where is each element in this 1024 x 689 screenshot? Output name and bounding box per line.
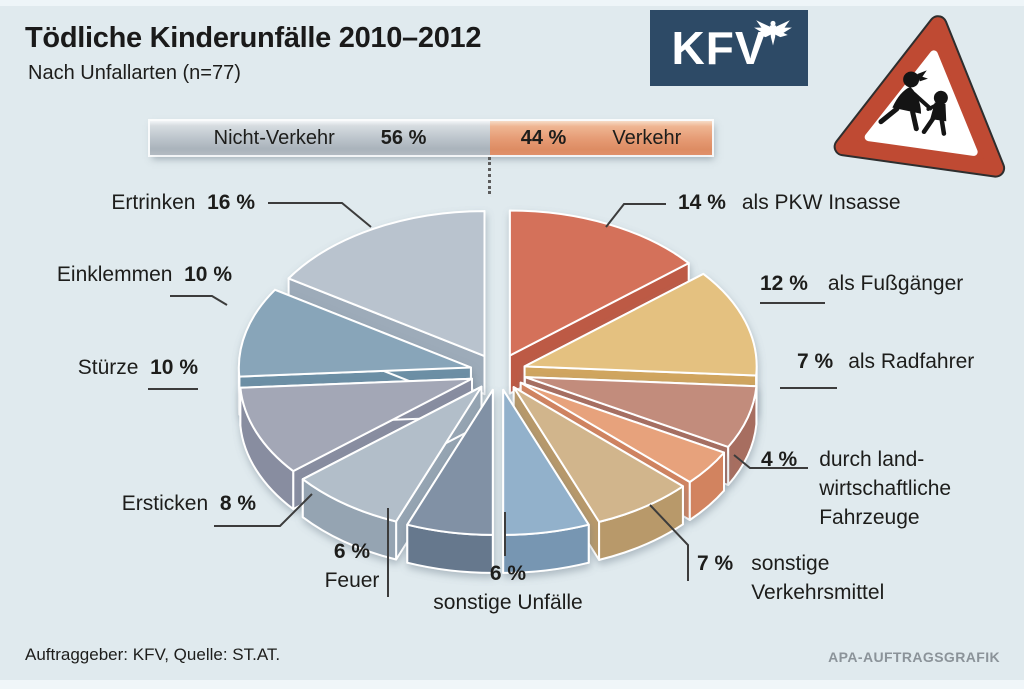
eagle-icon xyxy=(754,20,792,46)
label-ertrinken: Ertrinken 16 % xyxy=(111,191,255,214)
children-silhouette xyxy=(878,70,948,136)
split-bar-right-value: 44 % xyxy=(520,126,567,149)
divider-dotted-line xyxy=(488,157,491,194)
leader-lines xyxy=(148,202,837,597)
footer-source: Auftraggeber: KFV, Quelle: ST.AT. xyxy=(25,645,281,664)
split-bar-right-label: Verkehr xyxy=(612,126,682,149)
split-bar-nicht-verkehr: Nicht-Verkehr 56 % xyxy=(150,121,490,155)
top-edge-strip xyxy=(0,0,1024,6)
label-pkw: 14 % als PKW Insasse xyxy=(678,191,901,214)
children-crossing-sign xyxy=(833,15,1006,178)
bottom-edge-strip xyxy=(0,680,1024,689)
traffic-split-bar: Nicht-Verkehr 56 % 44 % Verkehr xyxy=(150,121,712,155)
split-bar-left-value: 56 % xyxy=(380,126,427,149)
split-bar-verkehr: 44 % Verkehr xyxy=(490,121,712,155)
kfv-logo: KFV xyxy=(650,10,808,86)
label-radfahrer: 7 % als Radfahrer xyxy=(797,350,975,373)
leader-pkw xyxy=(605,203,666,228)
pie-slice-feuer xyxy=(406,388,494,574)
label-sonstige-unfaelle: 6 % sonstige Unfälle xyxy=(433,562,583,614)
pie-slices xyxy=(237,209,758,574)
page-title: Tödliche Kinderunfälle 2010–2012 xyxy=(25,22,482,54)
leader-einklemmen xyxy=(170,295,228,306)
footer-credit: APA-AUFTRAGSGRAFIK xyxy=(828,649,1000,665)
label-landwirtschaft: 4 % durch land- wirtschaftliche Fahrzeuge xyxy=(761,448,952,529)
label-feuer: 6 % Feuer xyxy=(324,540,380,592)
split-bar-left-label: Nicht-Verkehr xyxy=(213,126,335,149)
leader-landwirtschaft xyxy=(733,454,808,469)
label-verkehrsmittel: 7 % sonstige Verkehrsmittel xyxy=(697,552,885,604)
leader-ersticken xyxy=(214,493,313,527)
leader-ertrinken xyxy=(268,202,372,228)
pie-slice-sonstige-unfaelle xyxy=(502,388,590,574)
leader-verkehrsmittel xyxy=(649,504,689,581)
kfv-logo-text: KFV xyxy=(671,22,767,74)
label-fussgaenger: 12 % als Fußgänger xyxy=(760,272,964,295)
label-ersticken: Ersticken 8 % xyxy=(121,492,256,515)
label-stuerze: Stürze 10 % xyxy=(77,356,198,379)
page-subtitle: Nach Unfallarten (n=77) xyxy=(28,62,241,84)
label-einklemmen: Einklemmen 10 % xyxy=(56,263,232,286)
